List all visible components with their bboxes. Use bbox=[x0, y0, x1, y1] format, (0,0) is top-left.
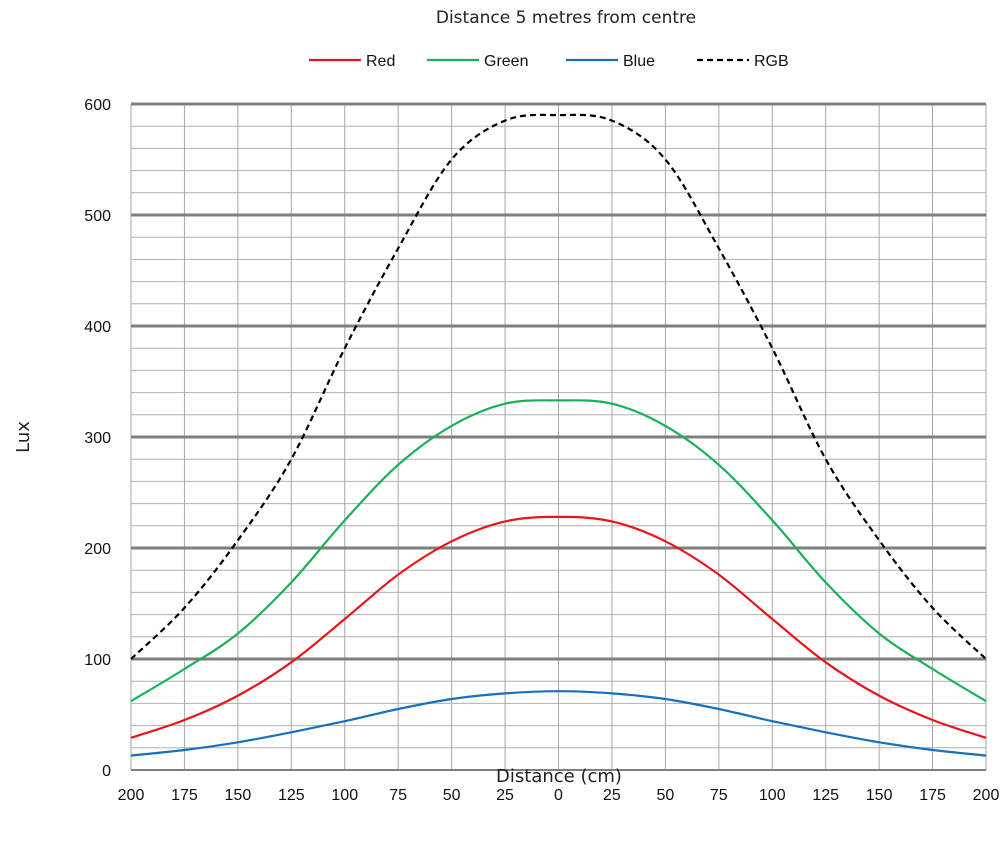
x-tick-label: 125 bbox=[812, 787, 839, 804]
series-line-blue bbox=[130, 690, 987, 757]
x-tick-label: 75 bbox=[710, 787, 728, 804]
major-gridlines bbox=[131, 102, 986, 771]
y-tick-label: 100 bbox=[84, 652, 111, 669]
series-lines bbox=[130, 113, 987, 757]
legend-label-red: Red bbox=[366, 53, 395, 70]
legend-label-rgb: RGB bbox=[754, 53, 789, 70]
x-tick-label: 150 bbox=[225, 787, 252, 804]
x-tick-label: 0 bbox=[554, 787, 563, 804]
chart-title: Distance 5 metres from centre bbox=[436, 8, 696, 28]
x-tick-label: 100 bbox=[331, 787, 358, 804]
legend-label-green: Green bbox=[484, 53, 528, 70]
series-line-green bbox=[130, 399, 987, 703]
y-axis-label: Lux bbox=[13, 421, 34, 453]
x-tick-label: 200 bbox=[118, 787, 145, 804]
x-axis-label: Distance (cm) bbox=[496, 766, 622, 787]
x-tick-label: 50 bbox=[443, 787, 461, 804]
y-axis-tick-labels: 0 100 200 300 400 500 600 bbox=[84, 97, 111, 780]
x-tick-label: 175 bbox=[171, 787, 198, 804]
legend: Red Green Blue RGB bbox=[309, 53, 789, 70]
y-tick-label: 600 bbox=[84, 97, 111, 114]
y-tick-label: 300 bbox=[84, 430, 111, 447]
x-tick-label: 150 bbox=[866, 787, 893, 804]
series-line-red bbox=[130, 515, 987, 739]
series-line-rgb bbox=[130, 113, 987, 660]
x-tick-label: 25 bbox=[603, 787, 621, 804]
x-tick-label: 175 bbox=[919, 787, 946, 804]
x-tick-label: 25 bbox=[496, 787, 514, 804]
x-tick-label: 100 bbox=[759, 787, 786, 804]
y-tick-label: 0 bbox=[102, 763, 111, 780]
x-tick-label: 50 bbox=[656, 787, 674, 804]
y-tick-label: 400 bbox=[84, 319, 111, 336]
x-tick-label: 200 bbox=[973, 787, 1000, 804]
legend-label-blue: Blue bbox=[623, 53, 655, 70]
y-tick-label: 200 bbox=[84, 541, 111, 558]
y-tick-label: 500 bbox=[84, 208, 111, 225]
x-axis-tick-labels: 200 175 150 125 100 75 50 25 0 25 50 75 100 125 150 175… bbox=[118, 787, 1000, 804]
x-tick-label: 75 bbox=[389, 787, 407, 804]
x-tick-label: 125 bbox=[278, 787, 305, 804]
